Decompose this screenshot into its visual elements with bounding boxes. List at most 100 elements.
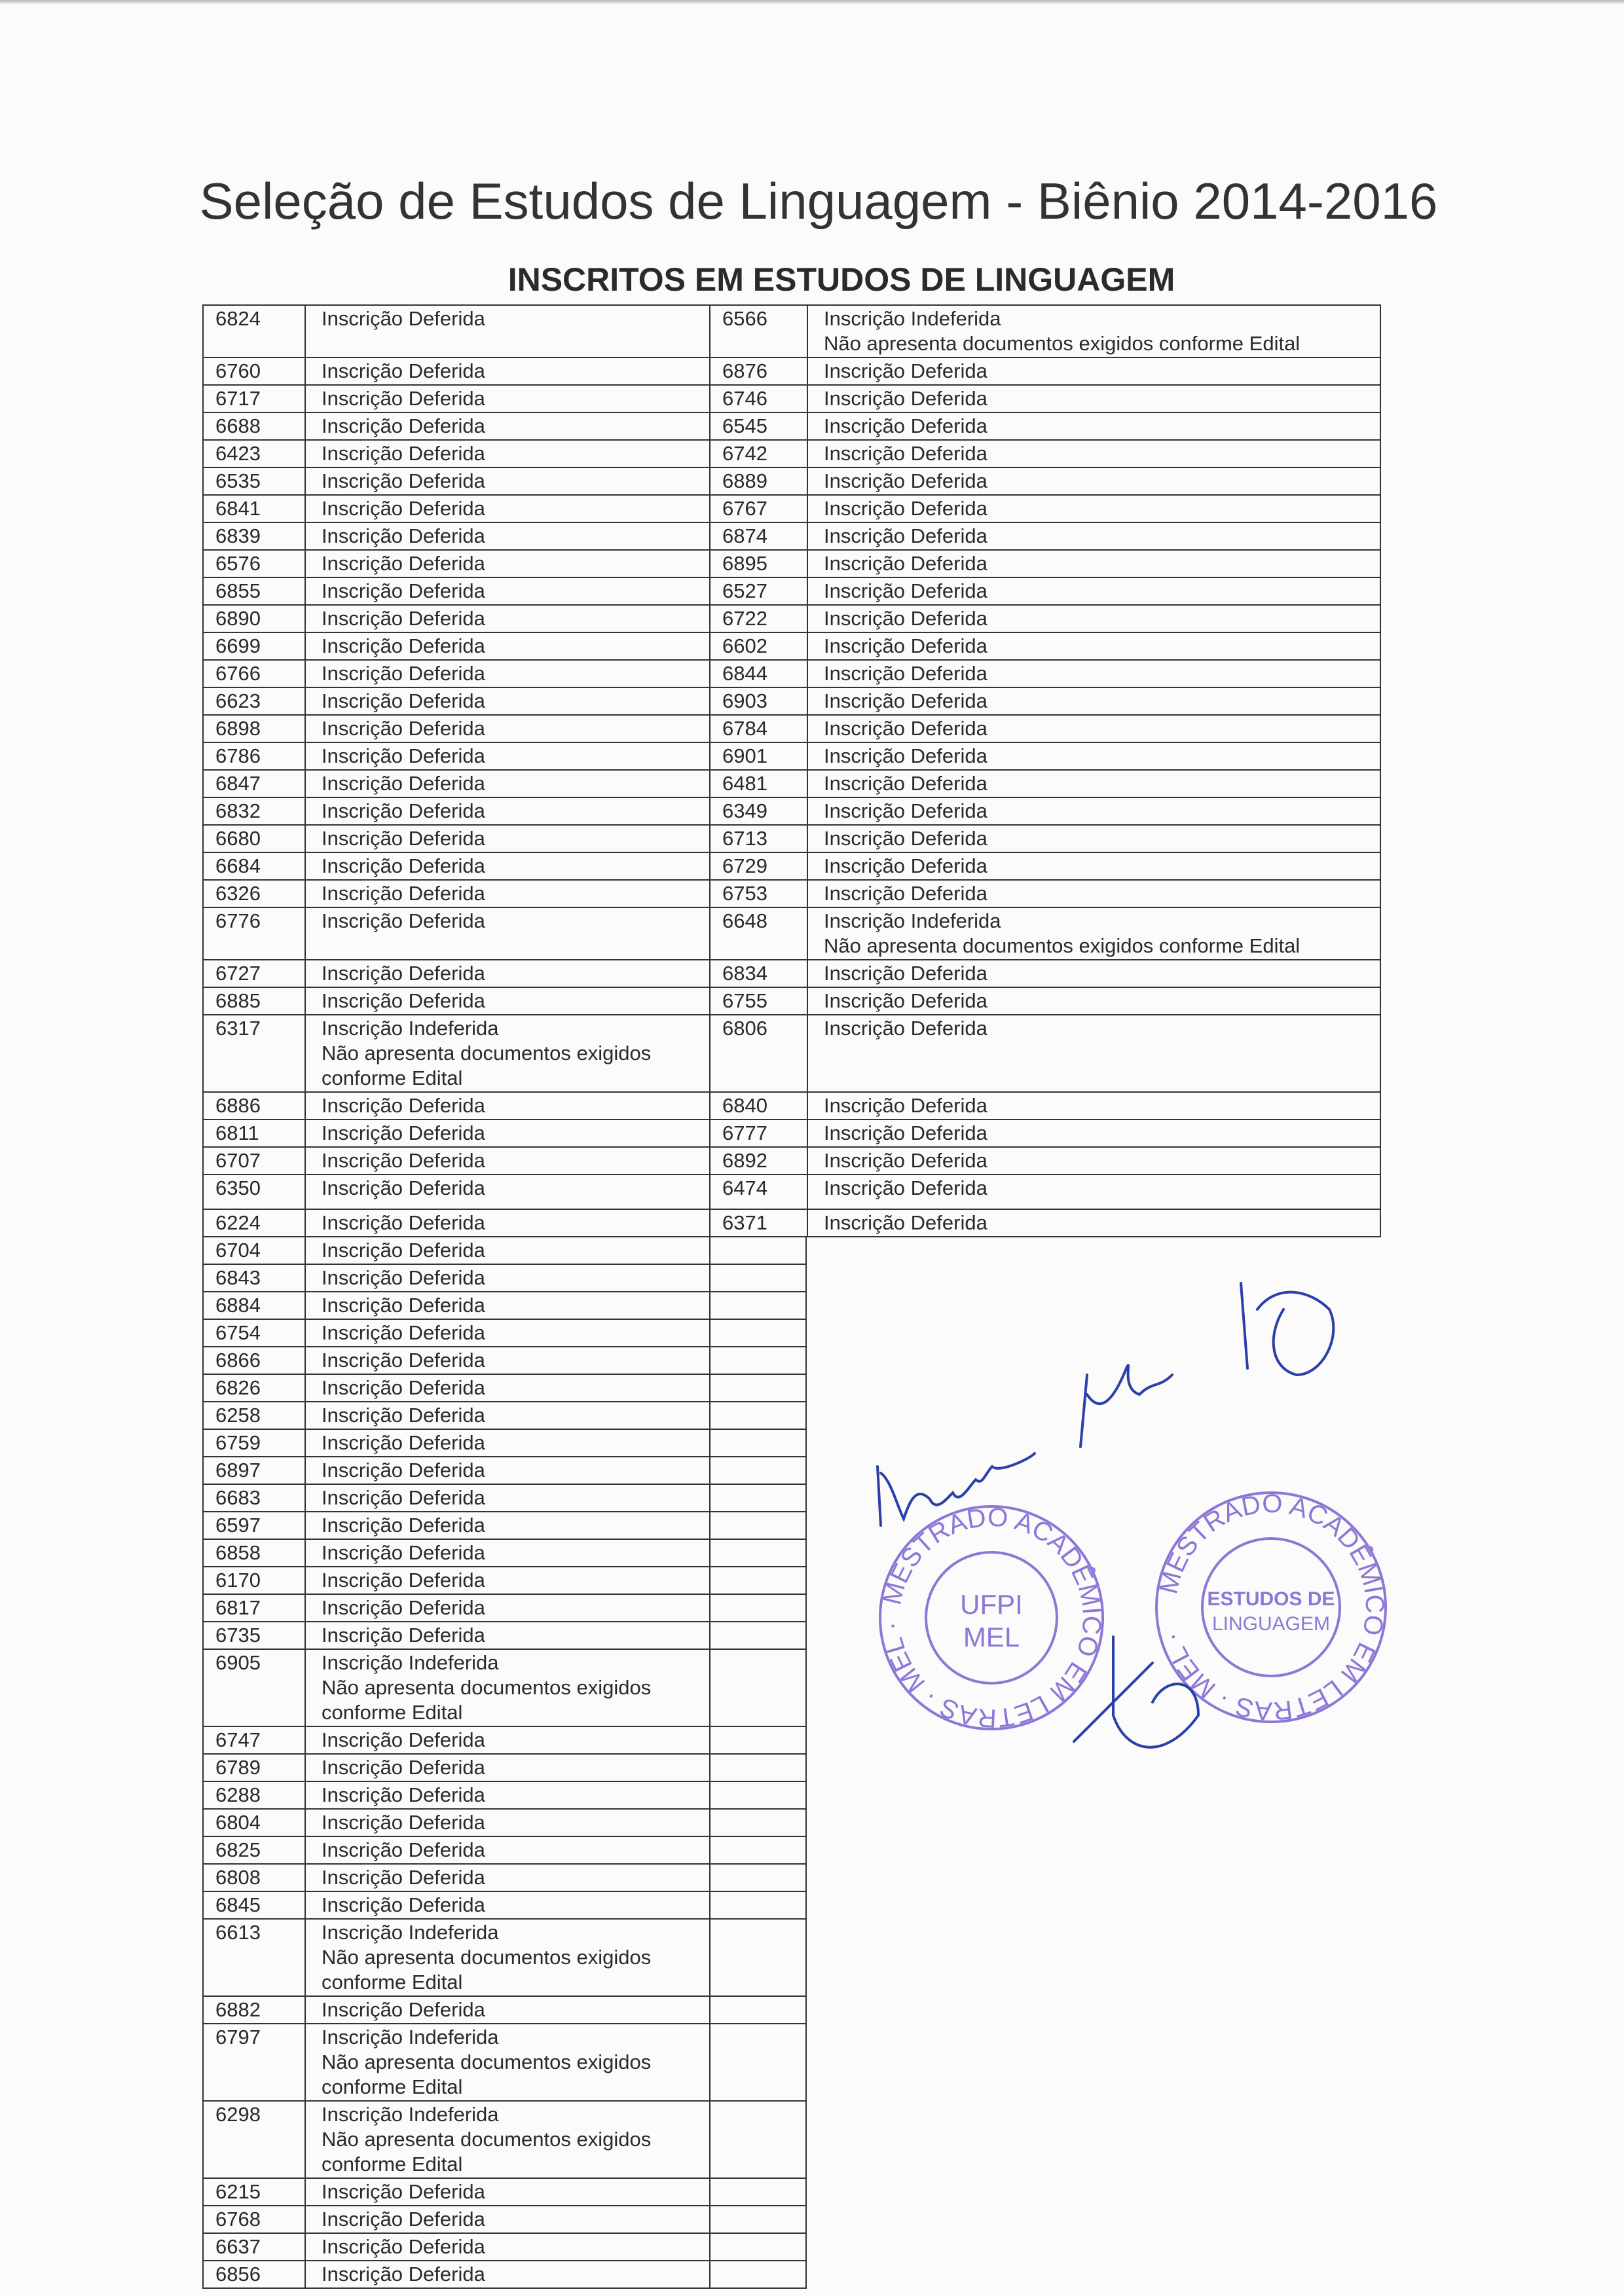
table-row: 6817 Inscrição Deferida [202, 1595, 1381, 1622]
status-cell: Inscrição Deferida [304, 1485, 709, 1512]
registration-id: 6288 [202, 1782, 304, 1810]
status-cell: Inscrição Deferida [304, 1175, 709, 1210]
registration-id: 6889 [709, 468, 807, 496]
status-text: Inscrição Deferida [824, 387, 987, 410]
status-cell: Inscrição Deferida [807, 1148, 1381, 1175]
registration-id [709, 1375, 807, 1402]
registration-id: 6699 [202, 633, 304, 661]
status-cell: Inscrição Deferida [807, 523, 1381, 551]
registration-id: 6832 [202, 798, 304, 826]
status-text: Inscrição Deferida [322, 799, 485, 822]
registration-id: 6224 [202, 1210, 304, 1237]
status-text: Inscrição Deferida [322, 1294, 485, 1317]
status-cell: Inscrição Deferida [304, 1810, 709, 1837]
registration-id: 6804 [202, 1810, 304, 1837]
registration-id [709, 1457, 807, 1485]
status-text: Inscrição Deferida [322, 662, 485, 685]
status-text: Inscrição Indeferida [824, 307, 1001, 330]
status-text: Inscrição Deferida [322, 1121, 485, 1144]
registration-id [709, 1865, 807, 1892]
registration-id: 6746 [709, 386, 807, 413]
table-row: 6759 Inscrição Deferida [202, 1430, 1381, 1457]
status-cell: Inscrição Deferida [807, 413, 1381, 441]
status-cell: Inscrição Indeferida Não apresenta docume… [304, 1015, 709, 1093]
status-cell: Inscrição Deferida [807, 551, 1381, 578]
status-text: Inscrição Deferida [322, 1239, 485, 1262]
registration-id [709, 2024, 807, 2102]
table-row: 6826 Inscrição Deferida [202, 1375, 1381, 1402]
status-cell: Inscrição Deferida [304, 1457, 709, 1485]
status-cell: Inscrição Deferida [807, 496, 1381, 523]
table-row: 6684 Inscrição Deferida 6729 Inscrição Defe… [202, 853, 1381, 881]
table-row: 6898 Inscrição Deferida 6784 Inscrição Defe… [202, 716, 1381, 743]
registration-id: 6754 [202, 1320, 304, 1347]
status-text: Inscrição Indeferida [322, 1651, 499, 1674]
status-text: Inscrição Deferida [322, 1176, 485, 1199]
status-text: Inscrição Indeferida [322, 2026, 499, 2049]
registration-id: 6722 [709, 606, 807, 633]
registration-id: 6684 [202, 853, 304, 881]
status-text: Inscrição Deferida [824, 744, 987, 767]
table-row: 6326 Inscrição Deferida 6753 Inscrição Defe… [202, 881, 1381, 908]
registration-id: 6768 [202, 2206, 304, 2234]
registration-id: 6886 [202, 1093, 304, 1120]
status-text: Inscrição Indeferida [322, 1921, 499, 1944]
table-row: 6786 Inscrição Deferida 6901 Inscrição Defe… [202, 743, 1381, 771]
registration-id [709, 1892, 807, 1920]
registration-id [709, 1622, 807, 1650]
status-text: Inscrição Deferida [322, 607, 485, 630]
status-text: Inscrição Deferida [322, 524, 485, 547]
table-row: 6847 Inscrição Deferida 6481 Inscrição Defe… [202, 771, 1381, 798]
status-note: Não apresenta documentos exigidos confor… [322, 1042, 652, 1089]
registration-id: 6474 [709, 1175, 807, 1210]
registration-id: 6423 [202, 441, 304, 468]
status-cell: Inscrição Deferida [304, 1375, 709, 1402]
status-cell: Inscrição Deferida [304, 1865, 709, 1892]
status-cell: Inscrição Deferida [807, 688, 1381, 716]
status-text: Inscrição Deferida [322, 2208, 485, 2231]
registration-id: 6834 [709, 960, 807, 988]
registration-id: 6786 [202, 743, 304, 771]
registration-id [709, 2206, 807, 2234]
status-cell: Inscrição Deferida [807, 606, 1381, 633]
status-text: Inscrição Deferida [322, 1893, 485, 1916]
status-text: Inscrição Deferida [322, 1728, 485, 1751]
registration-id: 6545 [709, 413, 807, 441]
status-cell: Inscrição Deferida [807, 1015, 1381, 1093]
table-row: 6683 Inscrição Deferida [202, 1485, 1381, 1512]
status-cell: Inscrição Deferida [304, 1148, 709, 1175]
status-cell: Inscrição Deferida [304, 716, 709, 743]
table-row: 6754 Inscrição Deferida [202, 1320, 1381, 1347]
registration-id: 6839 [202, 523, 304, 551]
table-row: 6597 Inscrição Deferida [202, 1512, 1381, 1540]
table-row: 6856 Inscrição Deferida [202, 2261, 1381, 2289]
table-row: 6890 Inscrição Deferida 6722 Inscrição Defe… [202, 606, 1381, 633]
registration-id: 6895 [709, 551, 807, 578]
status-text: Inscrição Deferida [322, 772, 485, 795]
registration-id: 6648 [709, 908, 807, 960]
status-text: Inscrição Deferida [322, 1404, 485, 1427]
status-text: Inscrição Deferida [322, 1866, 485, 1889]
status-cell: Inscrição Deferida [304, 2179, 709, 2206]
table-row: 6727 Inscrição Deferida 6834 Inscrição Defe… [202, 960, 1381, 988]
status-cell: Inscrição Deferida [304, 1837, 709, 1865]
registration-id: 6892 [709, 1148, 807, 1175]
registration-id: 6856 [202, 2261, 304, 2289]
status-cell: Inscrição Indeferida Não apresenta docume… [807, 908, 1381, 960]
status-cell: Inscrição Deferida [807, 441, 1381, 468]
status-cell: Inscrição Deferida [304, 1567, 709, 1595]
table-row: 6613 Inscrição Indeferida Não apresenta do… [202, 1920, 1381, 1997]
registration-id: 6885 [202, 988, 304, 1015]
registration-id: 6855 [202, 578, 304, 606]
status-cell: Inscrição Deferida [807, 386, 1381, 413]
status-cell: Inscrição Deferida [807, 1093, 1381, 1120]
status-cell: Inscrição Deferida [304, 1320, 709, 1347]
status-text: Inscrição Deferida [824, 1017, 987, 1040]
status-cell: Inscrição Deferida [304, 358, 709, 386]
registration-id: 6326 [202, 881, 304, 908]
table-row: 6808 Inscrição Deferida [202, 1865, 1381, 1892]
table-row: 6735 Inscrição Deferida [202, 1622, 1381, 1650]
registration-id: 6784 [709, 716, 807, 743]
registration-id: 6866 [202, 1347, 304, 1375]
registration-id: 6806 [709, 1015, 807, 1093]
